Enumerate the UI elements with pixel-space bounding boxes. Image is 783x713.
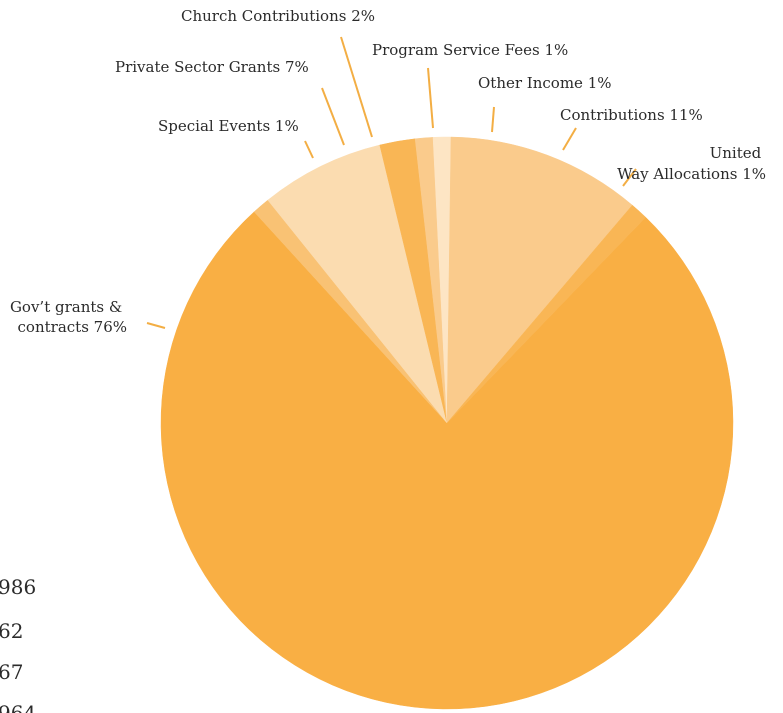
label-govt-grants: Gov’t grants & contracts 76% [10, 298, 127, 336]
cut-off-text-2: 62 [0, 619, 23, 643]
label-special-events: Special Events 1% [158, 117, 299, 135]
leader-line-1 [304, 140, 314, 159]
leader-line-7 [622, 168, 637, 187]
cut-off-text-3: 67 [0, 660, 23, 684]
leader-line-4 [427, 67, 434, 129]
cut-off-text-4: 964 [0, 701, 36, 713]
label-united-way: United Way Allocations 1% [617, 144, 766, 183]
leader-line-6 [562, 127, 577, 151]
label-church-contributions: Church Contributions 2% [181, 7, 375, 25]
leader-line-2 [321, 87, 345, 146]
pie-slice-7 [446, 204, 647, 424]
pie-slice-6 [446, 136, 633, 424]
label-private-sector-grants: Private Sector Grants 7% [115, 58, 309, 76]
cut-off-text-1: 986 [0, 575, 36, 599]
leader-line-3 [340, 36, 373, 138]
leader-line-5 [491, 106, 495, 133]
leader-line-0 [146, 322, 166, 329]
pie-slice-2 [267, 144, 448, 424]
label-program-service-fees: Program Service Fees 1% [372, 41, 568, 59]
pie-slices [160, 136, 734, 710]
label-contributions: Contributions 11% [560, 106, 703, 124]
leader-lines [146, 36, 637, 329]
pie-slice-0 [160, 211, 734, 710]
label-other-income: Other Income 1% [478, 74, 611, 92]
